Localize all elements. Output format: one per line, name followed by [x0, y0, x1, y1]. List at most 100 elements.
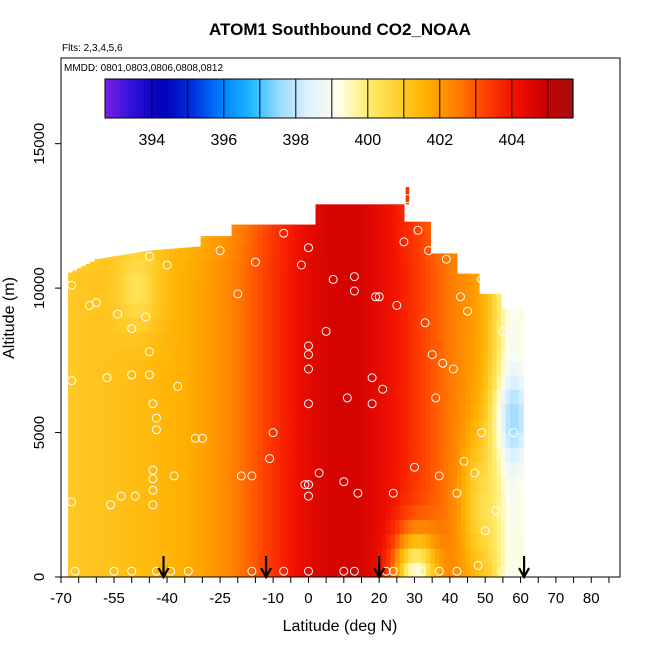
field-cell [99, 548, 105, 564]
field-cell [125, 432, 131, 448]
field-cell [275, 533, 281, 549]
field-cell [103, 288, 109, 304]
colorbar-segment [140, 79, 145, 118]
field-cell [235, 331, 241, 347]
field-cell [213, 432, 219, 448]
field-cell [501, 389, 507, 405]
field-cell [328, 548, 334, 564]
field-cell [372, 302, 378, 318]
field-cell [395, 461, 401, 477]
field-cell [470, 562, 476, 577]
field-cell [205, 345, 211, 361]
field-cell [346, 562, 352, 577]
field-cell [147, 475, 153, 491]
field-cell [355, 215, 361, 231]
field-cell [72, 403, 78, 419]
field-cell [386, 432, 392, 448]
field-cell [297, 259, 303, 275]
field-cell [461, 519, 467, 535]
field-cell [275, 273, 281, 289]
field-cell [284, 533, 290, 549]
field-cell [487, 447, 493, 463]
field-cell [333, 447, 339, 463]
field-cell [129, 302, 135, 318]
field-cell [156, 374, 162, 390]
observation-point [151, 425, 161, 435]
field-cell [134, 418, 140, 434]
field-cell [112, 302, 118, 318]
field-cell [395, 432, 401, 448]
field-cell [501, 461, 507, 477]
field-cell [200, 504, 206, 520]
field-cell [178, 302, 184, 318]
field-cell [355, 519, 361, 535]
field-cell [368, 389, 374, 405]
field-cell [152, 490, 158, 506]
field-cell [280, 389, 286, 405]
field-cell [262, 490, 268, 506]
field-cell [350, 533, 356, 549]
field-cell [337, 374, 343, 390]
field-cell [160, 249, 166, 260]
observation-point [304, 350, 313, 360]
field-cell [509, 331, 515, 347]
field-cell [306, 403, 312, 419]
field-cell [452, 475, 458, 491]
field-cell [231, 302, 237, 318]
field-cell [487, 317, 493, 333]
field-cell [395, 504, 401, 520]
field-cell [169, 317, 175, 333]
field-cell [231, 273, 237, 289]
field-cell [90, 533, 96, 549]
field-cell [76, 317, 82, 333]
field-cell [156, 519, 162, 535]
field-cell [350, 204, 356, 217]
field-cell [213, 360, 219, 376]
field-cell [333, 519, 339, 535]
field-cell [240, 345, 246, 361]
field-cell [359, 418, 365, 434]
field-cell [372, 230, 378, 246]
field-cell [448, 461, 454, 477]
colorbar-segment [307, 79, 313, 118]
colorbar-segment [534, 79, 539, 118]
field-cell [456, 360, 462, 376]
field-cell [395, 230, 401, 246]
field-cell [244, 345, 250, 361]
field-cell [222, 374, 228, 390]
field-cell [456, 447, 462, 463]
observation-point [144, 251, 154, 261]
field-cell [328, 562, 334, 577]
field-cell [262, 432, 268, 448]
field-cell [205, 236, 211, 246]
field-cell [496, 331, 502, 347]
field-cell [505, 504, 511, 520]
field-cell [125, 331, 131, 347]
observation-point [116, 491, 126, 501]
field-cell [319, 374, 325, 390]
field-cell [346, 331, 352, 347]
field-cell [156, 432, 162, 448]
field-cell [306, 224, 312, 231]
field-cell [474, 360, 480, 376]
field-cell [218, 490, 224, 506]
field-cell [412, 273, 418, 289]
field-cell [514, 519, 520, 535]
observation-point [102, 373, 112, 383]
field-cell [302, 389, 308, 405]
field-cell [479, 389, 485, 405]
field-cell [200, 288, 206, 304]
field-cell [293, 389, 299, 405]
field-cell [501, 490, 507, 506]
field-cell [408, 302, 414, 318]
field-cell [346, 317, 352, 333]
field-cell [302, 461, 308, 477]
field-cell [116, 475, 122, 491]
field-cell [178, 519, 184, 535]
field-cell [355, 374, 361, 390]
field-cell [425, 418, 432, 434]
field-cell [390, 432, 396, 448]
field-cell [187, 504, 193, 520]
colorbar-segment [280, 79, 285, 118]
field-cell [509, 461, 515, 477]
